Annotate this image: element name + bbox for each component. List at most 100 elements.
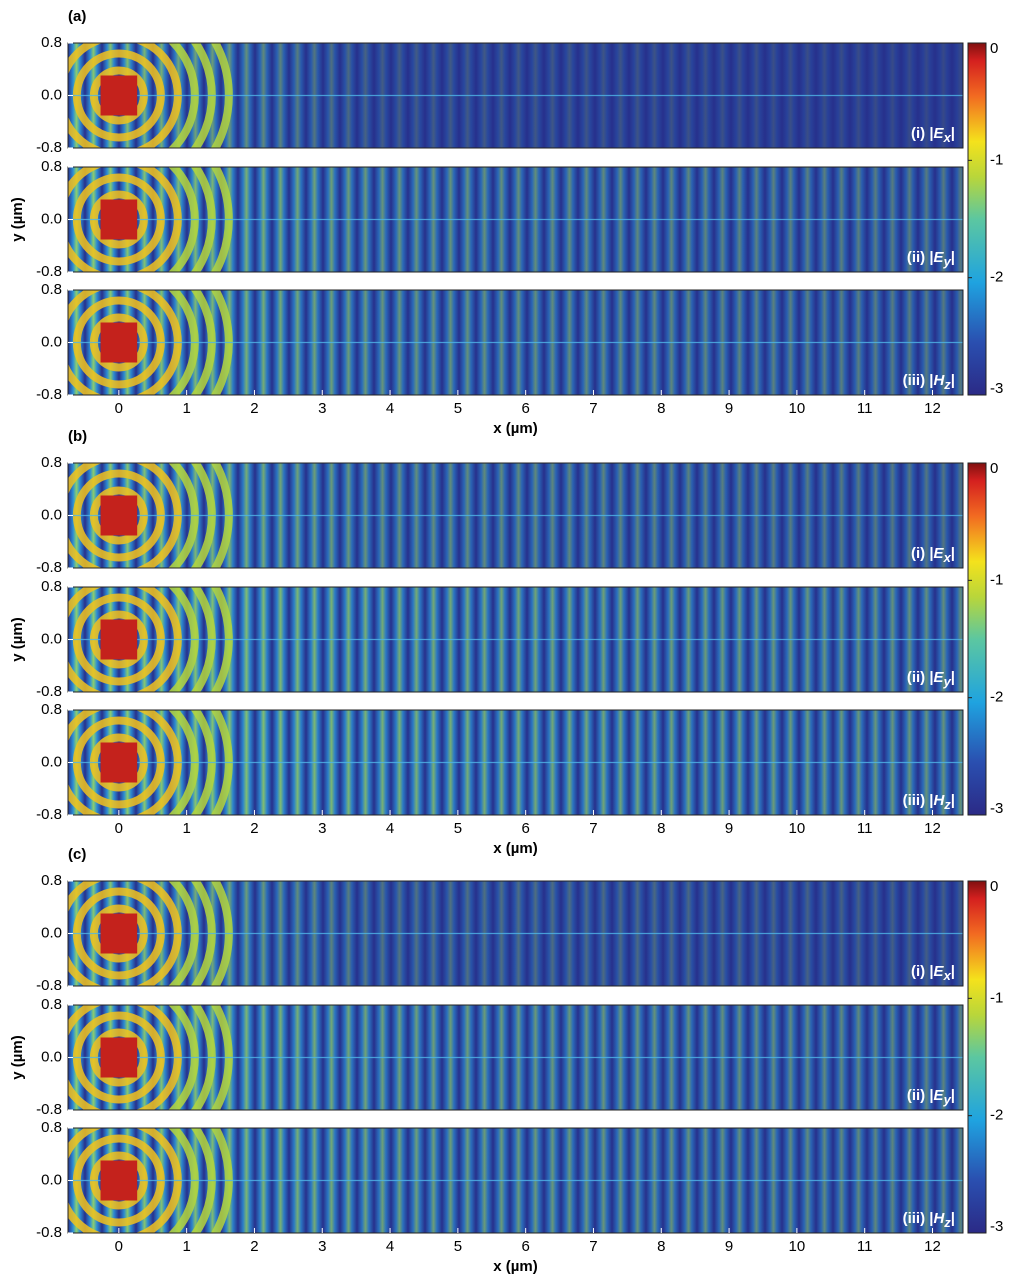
x-tick-label: 0	[115, 1238, 123, 1255]
label-prefix: (iii) |	[903, 792, 934, 809]
particle	[100, 742, 138, 783]
label-suffix: |	[951, 125, 955, 142]
x-tick-label: 1	[182, 1238, 190, 1255]
panel-label: (iii) |Hz|	[903, 372, 955, 392]
y-tick-label: 0.8	[41, 34, 62, 51]
label-subscript: y	[943, 254, 952, 269]
y-tick-label: 0.8	[41, 701, 62, 718]
label-symbol: E	[934, 249, 945, 266]
x-axis-label: x (µm)	[493, 420, 537, 437]
y-tick-label: -0.8	[36, 386, 62, 403]
panel-label: (i) |Ex|	[911, 963, 955, 983]
group-label: (b)	[68, 428, 87, 445]
x-tick-label: 2	[250, 1238, 258, 1255]
colorbar-tick-label: -2	[990, 689, 1003, 706]
y-tick-label: 0.0	[41, 630, 62, 647]
label-subscript: y	[943, 1092, 952, 1107]
x-tick-label: 6	[521, 400, 529, 417]
panel-label: (iii) |Hz|	[903, 1210, 955, 1230]
x-tick-label: 1	[182, 400, 190, 417]
label-prefix: (iii) |	[903, 372, 934, 389]
y-tick-label: -0.8	[36, 139, 62, 156]
label-suffix: |	[951, 1087, 955, 1104]
label-suffix: |	[951, 669, 955, 686]
colorbar-tick-label: -2	[990, 269, 1003, 286]
label-suffix: |	[951, 249, 955, 266]
y-tick-label: 0.8	[41, 281, 62, 298]
label-prefix: (ii) |	[907, 1087, 934, 1104]
x-tick-label: 10	[789, 820, 806, 837]
colorbar-tick-label: -3	[990, 800, 1003, 817]
panel-label: (iii) |Hz|	[903, 792, 955, 812]
particle	[100, 1037, 138, 1078]
y-axis-label: y (µm)	[9, 1035, 26, 1079]
label-prefix: (ii) |	[907, 249, 934, 266]
x-tick-label: 6	[521, 1238, 529, 1255]
x-tick-label: 10	[789, 1238, 806, 1255]
panel-label: (ii) |Ey|	[907, 669, 955, 689]
y-tick-label: 0.8	[41, 996, 62, 1013]
x-tick-label: 3	[318, 400, 326, 417]
field-map	[68, 167, 963, 272]
label-subscript: z	[943, 377, 951, 392]
particle	[100, 75, 138, 116]
x-tick-label: 10	[789, 400, 806, 417]
x-tick-label: 11	[857, 820, 873, 837]
x-tick-label: 4	[386, 820, 394, 837]
x-tick-label: 11	[857, 400, 873, 417]
x-tick-label: 7	[589, 820, 597, 837]
label-subscript: x	[943, 550, 952, 565]
particle	[100, 913, 138, 954]
colorbar	[967, 462, 987, 816]
label-suffix: |	[951, 545, 955, 562]
x-tick-label: 9	[725, 1238, 733, 1255]
label-subscript: x	[943, 130, 952, 145]
y-tick-label: 0.8	[41, 158, 62, 175]
y-tick-label: -0.8	[36, 806, 62, 823]
x-tick-label: 11	[857, 1238, 873, 1255]
label-suffix: |	[951, 1210, 955, 1227]
label-symbol: H	[933, 792, 945, 809]
panel-label: (ii) |Ey|	[907, 249, 955, 269]
colorbar-tick-label: 0	[990, 460, 998, 477]
x-tick-label: 4	[386, 1238, 394, 1255]
label-symbol: E	[934, 545, 945, 562]
label-symbol: H	[933, 1210, 945, 1227]
label-prefix: (ii) |	[907, 669, 934, 686]
x-tick-label: 9	[725, 820, 733, 837]
label-prefix: (i) |	[911, 125, 934, 142]
x-tick-label: 7	[589, 400, 597, 417]
colorbar-tick-label: -1	[990, 151, 1003, 168]
y-tick-label: -0.8	[36, 263, 62, 280]
y-tick-label: 0.8	[41, 578, 62, 595]
particle	[100, 1160, 138, 1201]
field-map	[68, 881, 963, 986]
y-tick-label: 0.0	[41, 1048, 62, 1065]
field-map	[68, 1128, 963, 1233]
panel-label: (ii) |Ey|	[907, 1087, 955, 1107]
particle	[100, 619, 138, 660]
label-symbol: E	[934, 963, 945, 980]
colorbar-tick-label: -3	[990, 380, 1003, 397]
colorbar-tick-label: 0	[990, 878, 998, 895]
x-tick-label: 0	[115, 400, 123, 417]
x-tick-label: 8	[657, 820, 665, 837]
y-tick-label: -0.8	[36, 559, 62, 576]
label-symbol: E	[934, 1087, 945, 1104]
x-tick-label: 5	[454, 820, 462, 837]
group-label: (a)	[68, 8, 86, 25]
y-tick-label: 0.8	[41, 872, 62, 889]
x-tick-label: 5	[454, 400, 462, 417]
label-suffix: |	[951, 372, 955, 389]
x-tick-label: 2	[250, 400, 258, 417]
label-symbol: H	[933, 372, 945, 389]
colorbar-tick-label: 0	[990, 40, 998, 57]
label-subscript: x	[943, 968, 952, 983]
x-axis-label: x (µm)	[493, 1258, 537, 1275]
label-subscript: z	[943, 797, 951, 812]
y-tick-label: 0.0	[41, 333, 62, 350]
particle	[100, 322, 138, 363]
x-tick-label: 3	[318, 820, 326, 837]
